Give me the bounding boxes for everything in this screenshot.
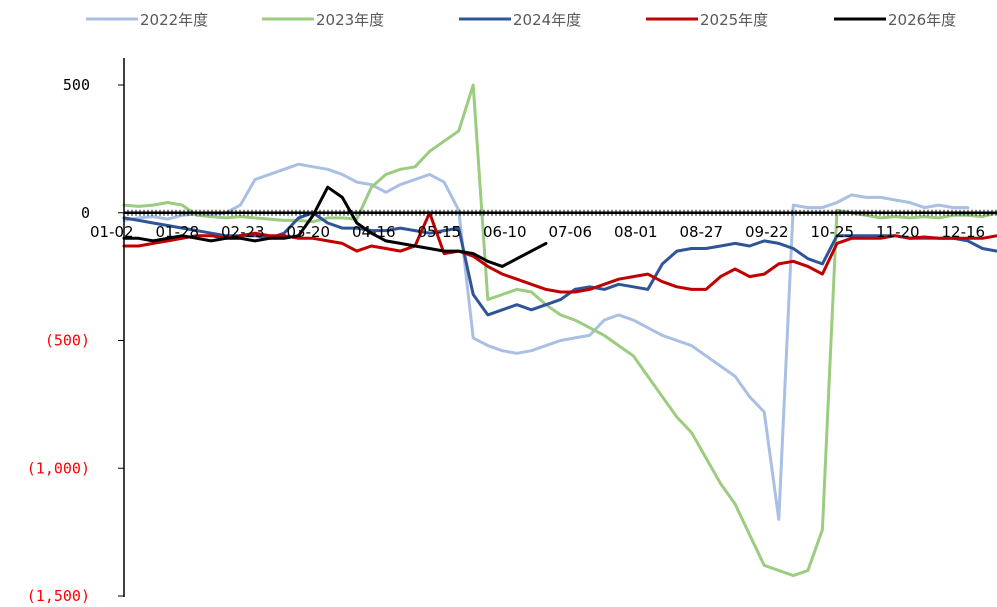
x-tick-label-13: 12-16	[942, 223, 986, 241]
legend-label-1: 2023年度	[316, 11, 384, 29]
legend-label-2: 2024年度	[513, 11, 581, 29]
series-line-1	[122, 83, 997, 578]
y-tick-label-0: 500	[63, 76, 90, 94]
series-line-0	[122, 162, 970, 521]
legend-label-4: 2026年度	[888, 11, 956, 29]
x-tick-label-6: 06-10	[483, 223, 527, 241]
x-tick-label-0: 01-02	[90, 223, 134, 241]
series-layer	[122, 83, 997, 578]
x-tick-label-7: 07-06	[549, 223, 593, 241]
x-tick-label-8: 08-01	[614, 223, 658, 241]
x-tick-label-2: 02-23	[221, 223, 265, 241]
y-tick-label-3: (1,000)	[27, 459, 90, 477]
x-tick-label-1: 01-28	[156, 223, 200, 241]
y-tick-label-2: (500)	[45, 332, 90, 350]
legend: 2022年度 2023年度 2024年度 2025年度 2026年度	[86, 11, 956, 29]
series-line-3	[122, 211, 997, 294]
y-tick-label-1: 0	[81, 204, 90, 222]
x-tick-label-10: 09-22	[745, 223, 789, 241]
axes: 500 0 (500) (1,000) (1,500) 01-02 01-28 02-23 03…	[27, 58, 997, 605]
x-tick-label-9: 08-27	[680, 223, 724, 241]
series-line-4	[122, 185, 548, 268]
y-tick-label-4: (1,500)	[27, 587, 90, 605]
x-tick-label-3: 03-20	[287, 223, 331, 241]
x-tick-label-4: 04-16	[352, 223, 396, 241]
legend-label-0: 2022年度	[140, 11, 208, 29]
x-tick-label-11: 10-25	[811, 223, 855, 241]
legend-label-3: 2025年度	[700, 11, 768, 29]
x-tick-label-5: 05-15	[418, 223, 462, 241]
x-tick-label-12: 11-20	[876, 223, 920, 241]
